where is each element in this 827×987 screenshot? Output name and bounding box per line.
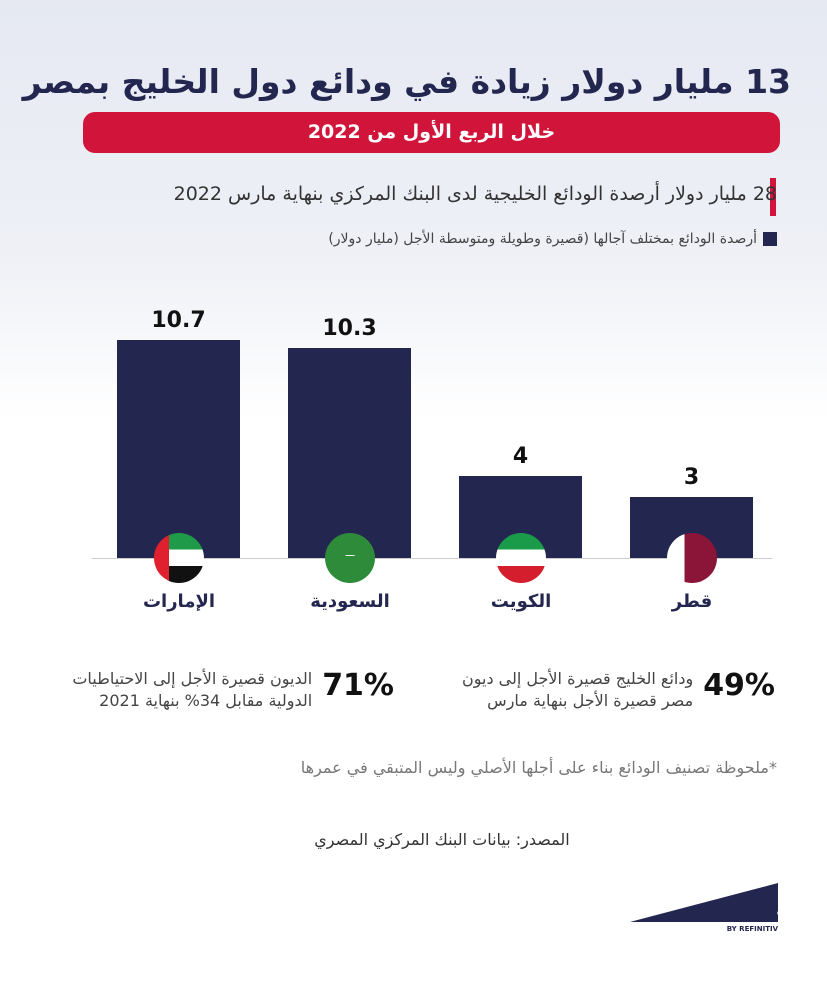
stat-text: الديون قصيرة الأجل إلى الاحتياطيات	[72, 669, 313, 688]
stat-value: 49%	[703, 668, 775, 703]
bar-0	[117, 339, 240, 558]
period-banner: خلال الربع الأول من 2022	[83, 112, 780, 153]
data-label: 3	[683, 464, 700, 490]
legend-label: أرصدة الودائع بمختلف آجالها (قصيرة وطويل…	[328, 231, 757, 247]
page-title: 13 مليار دولار زيادة في ودائع دول الخليج…	[22, 62, 791, 101]
legend-swatch	[763, 232, 777, 246]
zawya-logo: زاوية BY REFINITIV	[630, 883, 826, 933]
svg-text:زاوية: زاوية	[776, 897, 778, 921]
subtitle-accent	[770, 178, 776, 216]
category-label: الكويت	[490, 591, 552, 612]
flag-icon	[667, 533, 717, 583]
stat-text: الدولية مقابل 34% بنهاية 2021	[99, 691, 313, 710]
logo-byline: BY REFINITIV	[726, 925, 778, 933]
bar-1	[288, 347, 411, 558]
flag-icon: ـــ	[325, 533, 375, 583]
category-label: الإمارات	[142, 591, 216, 612]
data-label: 10.7	[151, 307, 206, 333]
stat-text: ودائع الخليج قصيرة الأجل إلى ديون	[462, 669, 694, 688]
stat-value: 71%	[322, 668, 394, 703]
footnote: *ملحوظة تصنيف الودائع بناء على أجلها الأ…	[300, 758, 777, 777]
stat-gulf-deposits: 49% ودائع الخليج قصيرة الأجل إلى ديون مصر…	[462, 668, 775, 712]
x-axis	[92, 558, 772, 559]
category-label: السعودية	[310, 591, 390, 612]
stat-short-debt: 71% الديون قصيرة الأجل إلى الاحتياطيات ال…	[72, 668, 394, 712]
stat-text: مصر قصيرة الأجل بنهاية مارس	[487, 691, 694, 710]
legend: أرصدة الودائع بمختلف آجالها (قصيرة وطويل…	[328, 231, 777, 247]
subtitle: 28 مليار دولار أرصدة الودائع الخليجية لد…	[173, 183, 777, 205]
data-label: 10.3	[322, 315, 377, 341]
category-label: قطر	[671, 591, 713, 612]
source: المصدر: بيانات البنك المركزي المصري	[314, 830, 570, 849]
flag-icon	[496, 533, 546, 583]
bar-chart: 10.7 الإمارات 10.3 ـــ السعودية 4 الكويت 3 قطر	[0, 290, 827, 630]
flag-icon	[154, 533, 204, 583]
data-label: 4	[512, 444, 529, 470]
